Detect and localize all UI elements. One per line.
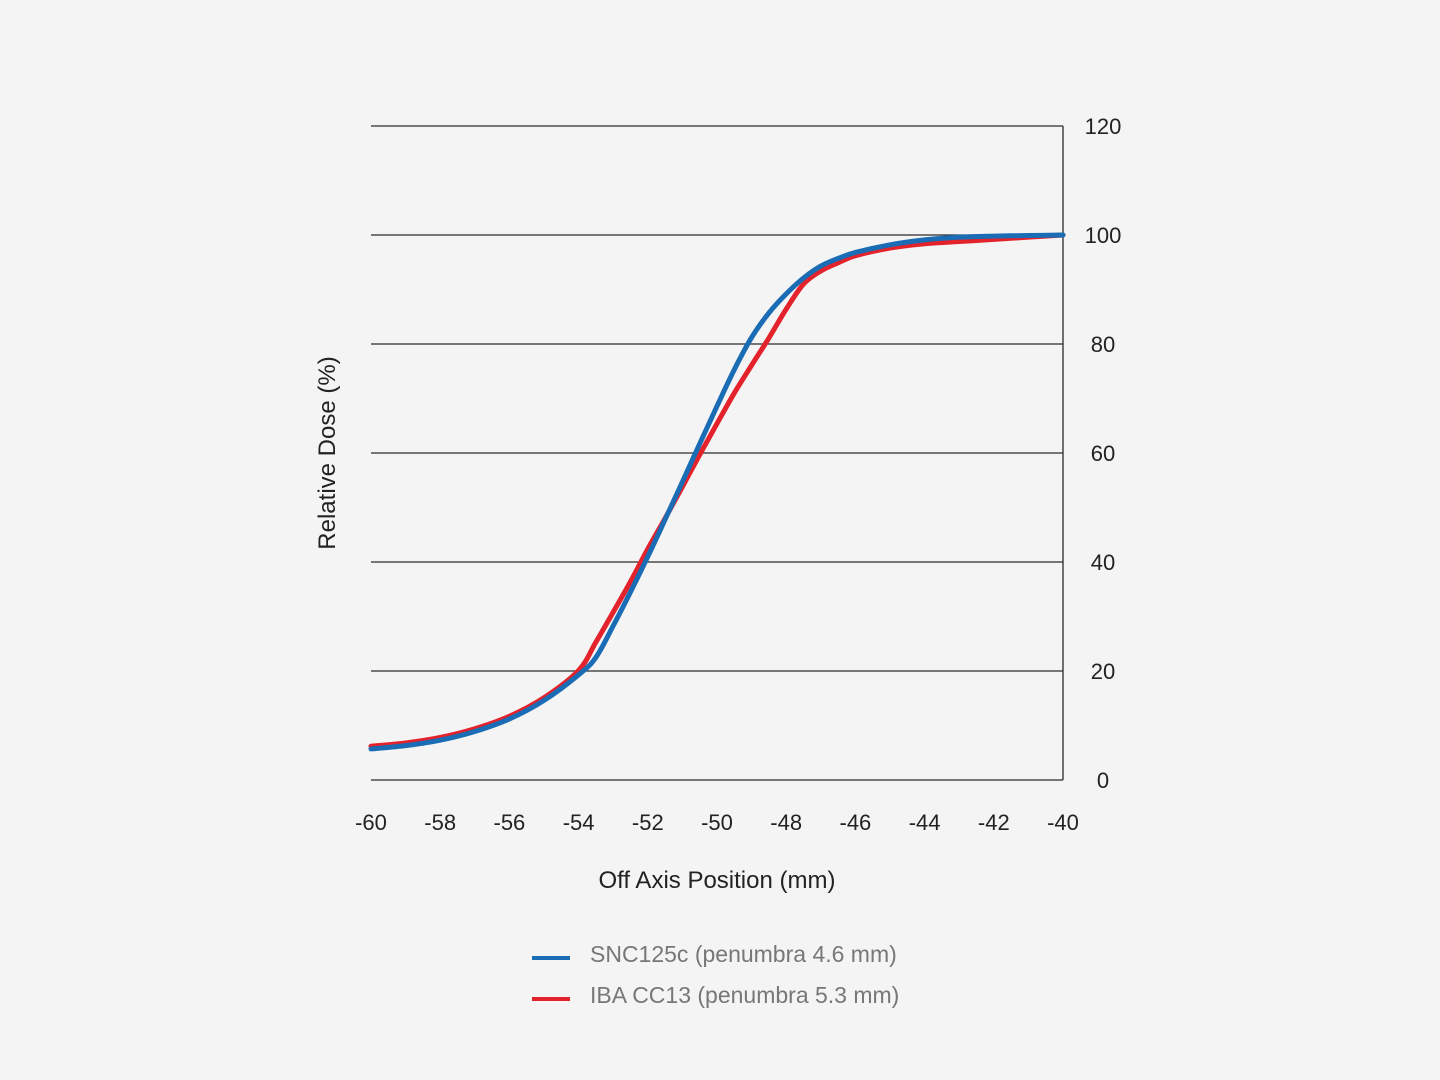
- legend-label-snc125c: SNC125c (penumbra 4.6 mm): [590, 941, 897, 967]
- x-tick-label: -58: [424, 810, 456, 835]
- x-axis-title: Off Axis Position (mm): [599, 867, 836, 894]
- legend-item-iba-cc13: IBA CC13 (penumbra 5.3 mm): [532, 975, 899, 1016]
- tick-labels: 0 20 40 60 80 100 120 -60 -58 -56 -54 -52 -50 -48 -46 -…: [355, 114, 1121, 835]
- legend: SNC125c (penumbra 4.6 mm) IBA CC13 (penu…: [532, 934, 899, 1016]
- legend-swatch-snc125c: [532, 955, 570, 960]
- y-tick-label: 100: [1085, 223, 1122, 248]
- legend-label-iba-cc13: IBA CC13 (penumbra 5.3 mm): [590, 982, 900, 1008]
- x-tick-label: -44: [909, 810, 941, 835]
- x-tick-label: -42: [978, 810, 1010, 835]
- y-tick-label: 60: [1091, 441, 1115, 466]
- series-line-iba-cc13: [368, 232, 1066, 749]
- y-axis-title: Relative Dose (%): [314, 356, 341, 549]
- legend-item-snc125c: SNC125c (penumbra 4.6 mm): [532, 934, 899, 975]
- legend-swatch-iba-cc13: [532, 996, 570, 1001]
- y-tick-label: 120: [1085, 114, 1122, 139]
- dose-profile-chart: 0 20 40 60 80 100 120 -60 -58 -56 -54 -52 -50 -48 -46 -…: [314, 114, 1121, 894]
- y-tick-label: 20: [1091, 659, 1115, 684]
- x-tick-label: -56: [494, 810, 526, 835]
- x-tick-label: -50: [701, 810, 733, 835]
- series-lines: [368, 232, 1066, 752]
- y-tick-label: 40: [1091, 550, 1115, 575]
- x-tick-label: -40: [1047, 810, 1079, 835]
- x-tick-label: -54: [563, 810, 595, 835]
- x-tick-label: -52: [632, 810, 664, 835]
- y-tick-label: 0: [1097, 768, 1109, 793]
- x-tick-label: -48: [770, 810, 802, 835]
- x-tick-label: -46: [840, 810, 872, 835]
- grid-lines: [371, 125, 1063, 781]
- x-tick-label: -60: [355, 810, 387, 835]
- y-tick-label: 80: [1091, 332, 1115, 357]
- series-line-snc125c: [368, 232, 1066, 752]
